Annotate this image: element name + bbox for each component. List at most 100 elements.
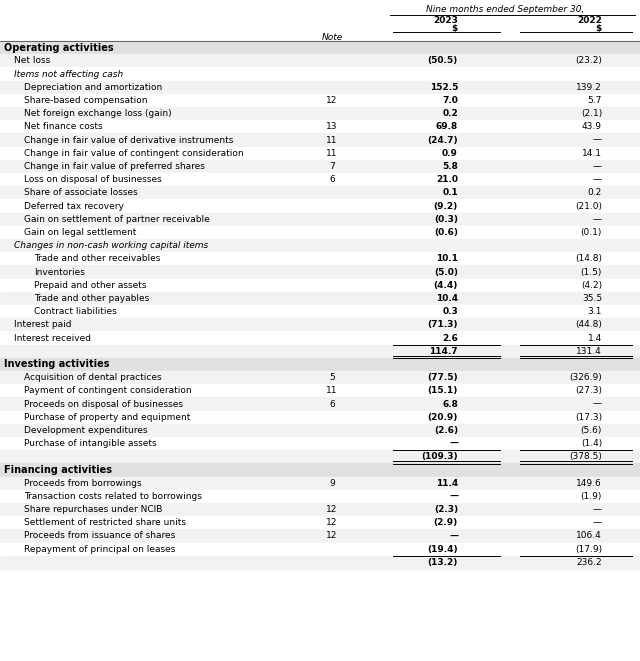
Text: (2.3): (2.3): [434, 505, 458, 514]
Text: (17.9): (17.9): [575, 545, 602, 554]
Text: Items not affecting cash: Items not affecting cash: [14, 69, 124, 79]
Text: (9.2): (9.2): [434, 202, 458, 210]
Bar: [0, 437, 640, 450]
Text: 2022: 2022: [577, 16, 602, 25]
Text: (14.8): (14.8): [575, 254, 602, 263]
Text: 11: 11: [326, 136, 338, 145]
Text: Inventories: Inventories: [34, 268, 85, 276]
Text: 2.6: 2.6: [442, 334, 458, 342]
Text: (2.9): (2.9): [434, 518, 458, 527]
Text: Net finance costs: Net finance costs: [24, 122, 102, 132]
Text: (27.3): (27.3): [575, 386, 602, 395]
Bar: [0, 543, 640, 556]
Text: 43.9: 43.9: [582, 122, 602, 132]
Text: 114.7: 114.7: [429, 347, 458, 356]
Text: Share-based compensation: Share-based compensation: [24, 96, 147, 105]
Text: —: —: [449, 492, 458, 501]
Text: (21.0): (21.0): [575, 202, 602, 210]
Text: 0.2: 0.2: [442, 109, 458, 118]
Text: Changes in non-cash working capital items: Changes in non-cash working capital item…: [14, 241, 208, 250]
Text: Interest paid: Interest paid: [14, 321, 72, 329]
Bar: [0, 410, 640, 424]
Text: Change in fair value of derivative instruments: Change in fair value of derivative instr…: [24, 136, 234, 145]
Text: 11.4: 11.4: [436, 479, 458, 488]
Text: Proceeds from issuance of shares: Proceeds from issuance of shares: [24, 531, 175, 541]
Text: 1.4: 1.4: [588, 334, 602, 342]
Text: 12: 12: [326, 518, 338, 527]
Text: Proceeds from borrowings: Proceeds from borrowings: [24, 479, 141, 488]
Bar: [0, 200, 640, 213]
Text: (1.4): (1.4): [580, 439, 602, 448]
Bar: [0, 529, 640, 543]
Text: 11: 11: [326, 149, 338, 158]
Bar: [0, 292, 640, 305]
Text: 0.9: 0.9: [442, 149, 458, 158]
Bar: [0, 503, 640, 516]
Text: Change in fair value of contingent consideration: Change in fair value of contingent consi…: [24, 149, 244, 158]
Text: 14.1: 14.1: [582, 149, 602, 158]
Text: 6.8: 6.8: [442, 399, 458, 408]
Text: (20.9): (20.9): [428, 412, 458, 422]
Text: 0.3: 0.3: [442, 307, 458, 316]
Text: (1.5): (1.5): [580, 268, 602, 276]
Bar: [0, 477, 640, 490]
Text: 131.4: 131.4: [576, 347, 602, 356]
Text: —: —: [449, 439, 458, 448]
Text: (326.9): (326.9): [569, 373, 602, 382]
Text: $: $: [596, 24, 602, 33]
Text: —: —: [593, 518, 602, 527]
Bar: [0, 490, 640, 503]
Text: Share repurchases under NCIB: Share repurchases under NCIB: [24, 505, 163, 514]
Text: 106.4: 106.4: [576, 531, 602, 541]
Bar: [0, 94, 640, 107]
Bar: [0, 160, 640, 173]
Text: Purchase of property and equipment: Purchase of property and equipment: [24, 412, 190, 422]
Text: (1.9): (1.9): [580, 492, 602, 501]
Text: (0.6): (0.6): [434, 228, 458, 237]
Text: 5: 5: [329, 373, 335, 382]
Text: 12: 12: [326, 531, 338, 541]
Text: 5.7: 5.7: [588, 96, 602, 105]
Bar: [0, 134, 640, 147]
Text: —: —: [593, 215, 602, 223]
Text: 69.8: 69.8: [436, 122, 458, 132]
Bar: [0, 556, 640, 569]
Text: 10.1: 10.1: [436, 254, 458, 263]
Bar: [0, 384, 640, 397]
Text: 7: 7: [329, 162, 335, 171]
Text: (4.2): (4.2): [581, 281, 602, 290]
Text: Trade and other receivables: Trade and other receivables: [34, 254, 161, 263]
Text: (4.4): (4.4): [434, 281, 458, 290]
Text: Net foreign exchange loss (gain): Net foreign exchange loss (gain): [24, 109, 172, 118]
Text: Gain on settlement of partner receivable: Gain on settlement of partner receivable: [24, 215, 210, 223]
Bar: [0, 424, 640, 437]
Bar: [0, 305, 640, 318]
Text: Purchase of intangible assets: Purchase of intangible assets: [24, 439, 157, 448]
Text: Deferred tax recovery: Deferred tax recovery: [24, 202, 124, 210]
Bar: [0, 331, 640, 344]
Text: Investing activities: Investing activities: [4, 360, 109, 369]
Bar: [0, 344, 640, 358]
Text: (5.6): (5.6): [580, 426, 602, 435]
Text: Depreciation and amortization: Depreciation and amortization: [24, 83, 163, 92]
Bar: [0, 41, 640, 54]
Text: 35.5: 35.5: [582, 294, 602, 303]
Text: 0.2: 0.2: [588, 188, 602, 197]
Text: —: —: [593, 162, 602, 171]
Text: (2.6): (2.6): [434, 426, 458, 435]
Text: 6: 6: [329, 175, 335, 184]
Text: 9: 9: [329, 479, 335, 488]
Bar: [0, 186, 640, 200]
Text: Gain on legal settlement: Gain on legal settlement: [24, 228, 136, 237]
Text: (71.3): (71.3): [428, 321, 458, 329]
Bar: [0, 147, 640, 160]
Text: Share of associate losses: Share of associate losses: [24, 188, 138, 197]
Bar: [0, 226, 640, 239]
Text: Net loss: Net loss: [14, 56, 51, 65]
Text: Operating activities: Operating activities: [4, 42, 114, 53]
Text: —: —: [593, 136, 602, 145]
Text: Payment of contingent consideration: Payment of contingent consideration: [24, 386, 191, 395]
Text: $: $: [452, 24, 458, 33]
Text: Prepaid and other assets: Prepaid and other assets: [34, 281, 147, 290]
Text: Development expenditures: Development expenditures: [24, 426, 147, 435]
